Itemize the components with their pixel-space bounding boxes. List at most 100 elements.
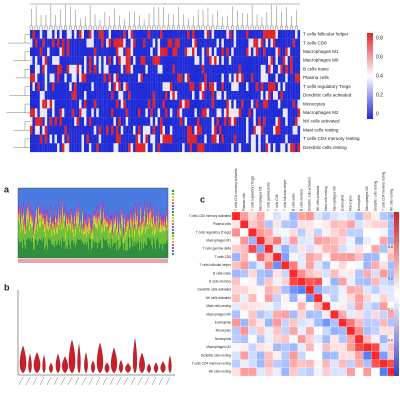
heatmap-cell <box>30 38 33 48</box>
heatmap-cell <box>226 56 229 65</box>
bar-segment <box>161 188 163 217</box>
heatmap-cell <box>273 143 276 153</box>
bar-segment <box>36 203 38 209</box>
heatmap-cell <box>292 143 296 153</box>
heatmap-cell <box>133 30 136 39</box>
bar-segment <box>64 188 66 205</box>
heatmap-cell <box>118 56 121 65</box>
heatmap-cell <box>169 99 173 109</box>
colorbar-tick: 0.2 <box>376 92 383 98</box>
corr-cell <box>354 269 364 278</box>
heatmap-cell <box>297 108 301 118</box>
heatmap-cell <box>280 82 283 92</box>
corr-cell <box>338 367 347 377</box>
bar-segment <box>29 221 31 227</box>
bar-segment <box>69 219 71 224</box>
heatmap-cell <box>275 108 279 118</box>
bar-segment <box>93 222 95 225</box>
bar-segment <box>79 219 81 224</box>
bar-segment <box>30 206 32 212</box>
heatmap-cell <box>93 143 97 153</box>
bar-segment <box>82 188 84 209</box>
heatmap-cell <box>280 64 283 74</box>
heatmap-cell <box>49 117 53 126</box>
heatmap-cell <box>44 117 48 126</box>
heatmap-cell <box>115 73 119 83</box>
heatmap-cell <box>133 125 136 135</box>
bar-segment <box>27 208 29 215</box>
bar-segment <box>159 221 161 225</box>
heatmap-cell <box>86 91 90 100</box>
row-label: Dendritic cells activated <box>303 93 352 98</box>
heatmap-cell <box>61 56 65 65</box>
heatmap-cell <box>189 134 193 144</box>
corr-cell <box>272 285 282 295</box>
heatmap-cell <box>179 47 183 57</box>
heatmap-cell <box>221 117 225 126</box>
heatmap-cell <box>231 99 234 109</box>
heatmap-cell <box>241 117 244 126</box>
bar-segment <box>151 188 153 209</box>
bar-segment <box>64 240 66 258</box>
corr-cell <box>264 285 274 295</box>
heatmap-cell <box>111 47 114 57</box>
bar-segment <box>105 216 107 220</box>
heatmap-cell <box>135 108 139 118</box>
heatmap-cell <box>59 47 63 57</box>
bar-segment <box>55 205 57 212</box>
frame <box>17 187 169 259</box>
legend-key <box>172 217 174 219</box>
bar-segment <box>98 242 100 258</box>
bar-segment <box>57 233 59 244</box>
bar-segment <box>136 209 138 217</box>
heatmap-cell <box>125 47 129 57</box>
corr-cell <box>354 367 364 377</box>
corr-cell <box>322 310 331 319</box>
corr-cell <box>240 343 249 352</box>
heatmap-cell <box>248 125 252 135</box>
heatmap-cell <box>243 56 247 65</box>
heatmap-cell <box>108 64 112 74</box>
corr-cell <box>354 326 364 336</box>
bar-segment <box>58 218 60 226</box>
heatmap-cell <box>231 56 234 65</box>
corr-cell <box>240 310 249 319</box>
bar-segment <box>44 188 46 217</box>
heatmap-cell <box>255 134 259 144</box>
heatmap-cell <box>118 125 121 135</box>
heatmap-cell <box>196 99 200 109</box>
heatmap-cell <box>66 30 70 39</box>
bar-segment <box>61 230 63 247</box>
heatmap-cell <box>106 108 109 118</box>
bar-segment <box>90 231 92 240</box>
heatmap-cell <box>52 38 55 48</box>
heatmap-cell <box>187 47 190 57</box>
heatmap-cell <box>282 134 286 144</box>
heatmap-cell <box>287 82 291 92</box>
corr-cell <box>281 244 290 254</box>
heatmap-cell <box>115 108 119 118</box>
heatmap-cell <box>194 47 198 57</box>
bar-segment <box>18 238 20 258</box>
bar-segment <box>112 238 114 247</box>
heatmap-cell <box>238 56 242 65</box>
bar-segment <box>122 212 124 218</box>
bar-segment <box>88 229 90 234</box>
bar-segment <box>31 227 33 242</box>
heatmap-cell <box>165 91 168 100</box>
heatmap-cell <box>54 30 58 39</box>
heatmap-cell <box>184 47 188 57</box>
corr-cell <box>297 244 306 254</box>
heatmap-cell <box>86 38 90 48</box>
corr-cell <box>354 318 364 327</box>
legend-key <box>172 235 174 237</box>
bar-segment <box>80 225 82 240</box>
corr-cell <box>256 269 265 278</box>
heatmap-cell <box>231 143 234 153</box>
corr-cell <box>256 285 265 295</box>
heatmap-cell <box>133 38 136 48</box>
bar-segment <box>130 188 132 208</box>
heatmap-cell <box>47 82 50 92</box>
heatmap-cell <box>273 56 276 65</box>
